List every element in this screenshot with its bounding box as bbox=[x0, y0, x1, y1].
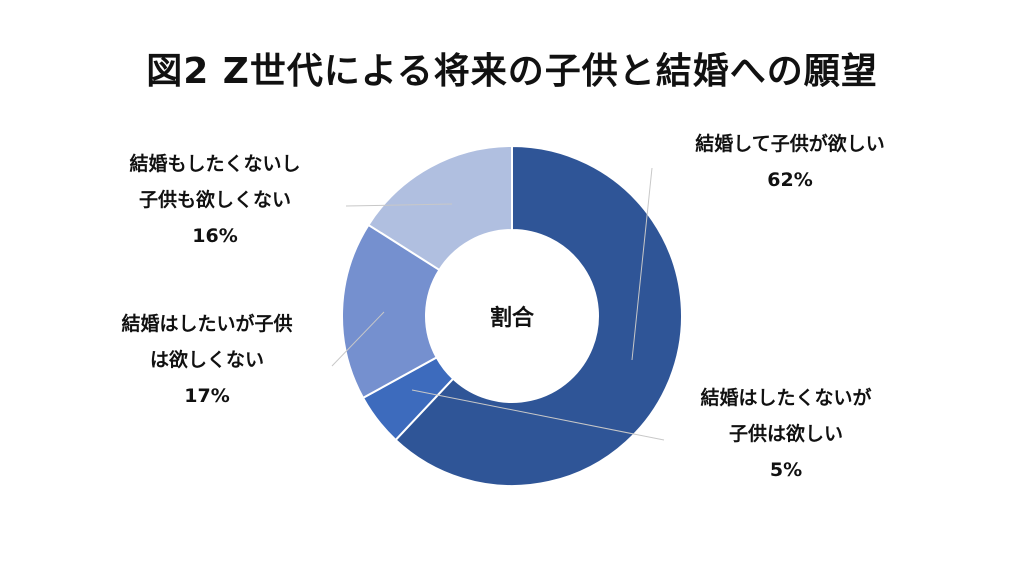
slice-0-label-line-0: 結婚して子供が欲しい bbox=[695, 133, 885, 155]
slice-2-value-label: 17% bbox=[184, 385, 230, 407]
slice-label-1: 結婚はしたくないが 子供は欲しい 5% bbox=[656, 380, 916, 488]
slice-3-label-line-0: 結婚もしたくないし bbox=[129, 153, 301, 175]
slice-2-label-line-1: は欲しくない bbox=[149, 349, 264, 371]
chart-title: 図2 Z世代による将来の子供と結婚への願望 bbox=[146, 51, 878, 92]
slice-label-3: 結婚もしたくないし 子供も欲しくない 16% bbox=[80, 146, 350, 254]
leader-line-0 bbox=[631, 167, 653, 361]
leader-line-1 bbox=[411, 389, 665, 441]
slice-1-value-label: 5% bbox=[769, 459, 803, 481]
slice-label-2: 結婚はしたいが子供 は欲しくない 17% bbox=[72, 306, 342, 414]
leader-line-3 bbox=[345, 203, 453, 207]
slice-3-label-line-1: 子供も欲しくない bbox=[138, 189, 291, 211]
slice-1-label-line-1: 子供は欲しい bbox=[728, 423, 843, 445]
donut-slice-2 bbox=[341, 223, 441, 400]
slice-0-value-label: 62% bbox=[767, 169, 813, 191]
leader-line-2 bbox=[331, 311, 385, 367]
slice-2-label-line-0: 結婚はしたいが子供 bbox=[121, 313, 293, 335]
center-label: 割合 bbox=[489, 306, 534, 331]
slice-3-value-label: 16% bbox=[192, 225, 238, 247]
donut-slice-3 bbox=[367, 144, 513, 272]
slice-label-0: 結婚して子供が欲しい 62% bbox=[640, 126, 940, 198]
slice-1-label-line-0: 結婚はしたくないが bbox=[700, 387, 872, 409]
